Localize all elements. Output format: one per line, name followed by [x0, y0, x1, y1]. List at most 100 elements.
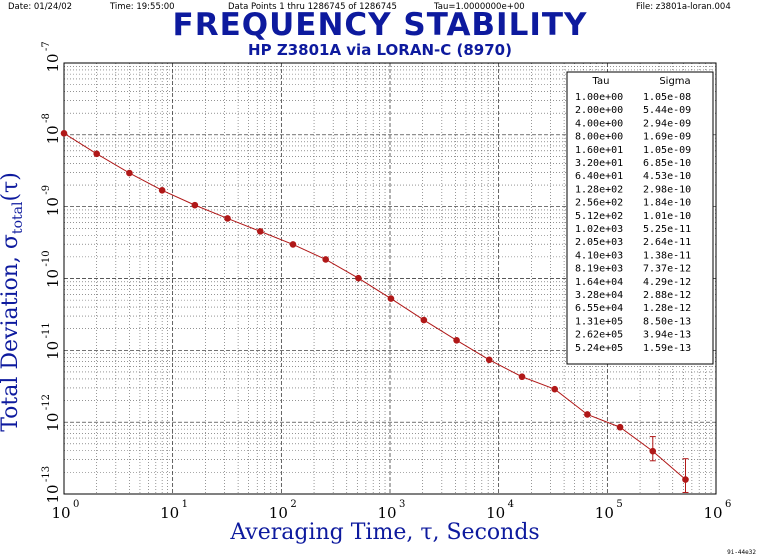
data-point	[93, 150, 101, 158]
x-tick-label: 10	[377, 504, 396, 522]
table-cell-tau: 1.60e+01	[575, 145, 623, 156]
table-cell-sigma: 1.05e-08	[643, 92, 691, 103]
y-tick: 10-7	[41, 41, 62, 72]
y-tick-label: 10	[44, 341, 62, 360]
x-tick-exponent: 4	[508, 499, 514, 510]
x-tick-label: 10	[595, 504, 614, 522]
data-point	[584, 411, 591, 418]
table-cell-tau: 3.28e+04	[575, 290, 623, 301]
x-tick-label: 10	[703, 504, 722, 522]
data-point	[518, 373, 526, 381]
data-point	[289, 241, 297, 248]
y-tick-label: 10	[44, 125, 62, 144]
table-cell-sigma: 4.29e-12	[643, 277, 691, 288]
table-cell-tau: 2.05e+03	[575, 237, 623, 248]
table-cell-tau: 8.00e+00	[575, 132, 623, 143]
table-cell-tau: 6.55e+04	[575, 303, 623, 314]
table-cell-tau: 2.56e+02	[575, 198, 623, 209]
y-tick-exponent: -8	[41, 113, 52, 123]
table-cell-sigma: 7.37e-12	[643, 264, 691, 275]
y-axis-label: Total Deviation, σtotal(τ)	[0, 152, 26, 452]
table-cell-sigma: 2.94e-09	[643, 118, 691, 129]
y-tick: 10-11	[41, 322, 62, 360]
header-tau: Tau=1.0000000e+00	[434, 2, 525, 12]
y-axis-label-tail: (τ)	[0, 172, 23, 202]
x-tick-exponent: 0	[73, 499, 79, 510]
header-points: Data Points 1 thru 1286745 of 1286745	[228, 2, 397, 12]
y-tick-label: 10	[44, 484, 62, 503]
table-cell-sigma: 4.53e-10	[643, 171, 691, 182]
table-cell-sigma: 8.50e-13	[643, 316, 691, 327]
data-point	[485, 356, 493, 364]
data-point	[682, 476, 689, 483]
data-point	[126, 169, 133, 177]
table-cell-tau: 2.62e+05	[575, 330, 623, 341]
data-point	[355, 274, 362, 282]
y-tick-label: 10	[44, 269, 62, 288]
y-tick: 10-10	[41, 250, 62, 288]
x-tick-label: 10	[269, 504, 288, 522]
table-cell-tau: 4.10e+03	[575, 250, 623, 261]
data-point	[322, 256, 329, 263]
y-tick-exponent: -13	[41, 466, 52, 482]
table-cell-sigma: 5.44e-09	[643, 105, 691, 116]
table-cell-sigma: 3.94e-13	[643, 330, 691, 341]
y-tick-label: 10	[44, 53, 62, 72]
table-cell-sigma: 2.98e-10	[643, 184, 691, 195]
y-tick-exponent: -10	[41, 250, 52, 266]
x-tick-exponent: 1	[182, 499, 188, 510]
table-cell-tau: 5.24e+05	[575, 343, 623, 354]
table-header-sigma: Sigma	[659, 76, 690, 87]
header-file: File: z3801a-loran.004	[636, 2, 731, 12]
plot-frame	[63, 62, 717, 495]
table-cell-sigma: 1.28e-12	[643, 303, 691, 314]
y-tick-exponent: -11	[41, 322, 52, 338]
table-header-tau: Tau	[592, 76, 610, 87]
y-tick-exponent: -9	[41, 185, 52, 195]
y-tick-exponent: -7	[41, 41, 52, 51]
table-cell-tau: 6.40e+01	[575, 171, 623, 182]
table-cell-tau: 2.00e+00	[575, 105, 623, 116]
y-axis-label-main: Total Deviation, σ	[0, 234, 23, 432]
y-tick-label: 10	[44, 197, 62, 216]
data-point	[60, 130, 68, 137]
data-point	[616, 423, 624, 431]
data-point	[158, 186, 166, 194]
table-cell-sigma: 5.25e-11	[643, 224, 691, 235]
chart-subtitle: HP Z3801A via LORAN-C (8970)	[248, 41, 512, 59]
table-cell-tau: 1.31e+05	[575, 316, 623, 327]
series-line	[63, 132, 686, 480]
x-tick-exponent: 3	[399, 499, 405, 510]
x-tick-exponent: 5	[616, 499, 622, 510]
x-axis-label: Averaging Time, τ, Seconds	[230, 520, 540, 545]
table-cell-tau: 1.64e+04	[575, 277, 623, 288]
y-axis-label-sub: total	[10, 201, 26, 235]
table-cell-tau: 1.02e+03	[575, 224, 623, 235]
data-point	[453, 336, 460, 344]
table-cell-sigma: 1.01e-10	[643, 211, 691, 222]
data-point	[387, 295, 395, 302]
table-cell-tau: 8.19e+03	[575, 264, 623, 275]
corner-code: 9i-44e32	[727, 549, 756, 556]
table-cell-tau: 1.00e+00	[575, 92, 623, 103]
y-tick: 10-12	[41, 394, 62, 432]
x-tick-label: 10	[51, 504, 70, 522]
table-cell-tau: 3.20e+01	[575, 158, 623, 169]
data-point	[224, 215, 231, 222]
table-cell-sigma: 2.64e-11	[643, 237, 691, 248]
data-point	[256, 228, 264, 235]
data-point	[191, 201, 199, 209]
header-date: Date: 01/24/02	[8, 2, 73, 12]
data-point	[551, 385, 559, 393]
x-tick-exponent: 6	[725, 499, 731, 510]
table-cell-tau: 1.28e+02	[575, 184, 623, 195]
table-cell-sigma: 1.69e-09	[643, 132, 691, 143]
data-point	[420, 316, 428, 324]
table-cell-sigma: 6.85e-10	[643, 158, 691, 169]
table-cell-sigma: 1.59e-13	[643, 343, 691, 354]
x-tick-exponent: 2	[290, 499, 296, 510]
chart-title: FREQUENCY STABILITY	[172, 7, 588, 43]
y-tick: 10-9	[41, 185, 62, 216]
table-cell-sigma: 1.84e-10	[643, 198, 691, 209]
